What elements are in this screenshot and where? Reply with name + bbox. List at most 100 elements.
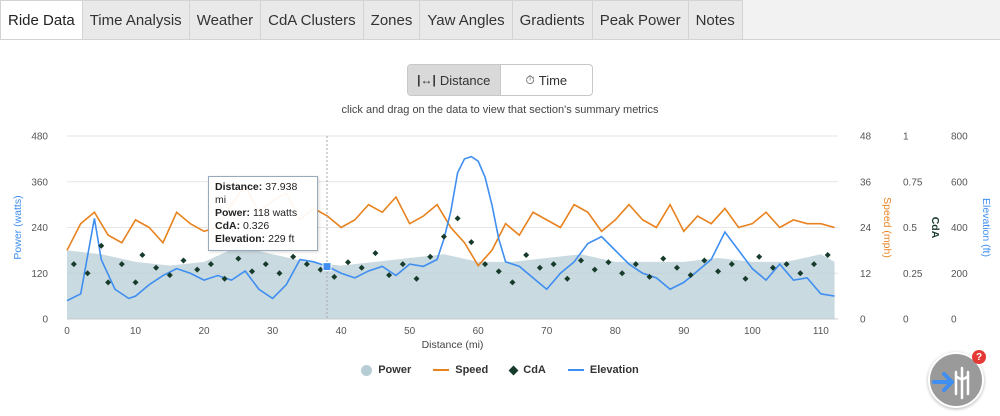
arrows-horizontal-icon: |↔| (417, 73, 436, 87)
speed-tick-label: 48 (860, 132, 872, 143)
elevation-axis-title: Elevation (ft) (980, 198, 992, 257)
cda-point (262, 261, 269, 268)
tooltip-distance-label: Distance: (215, 181, 263, 193)
cda-point (468, 239, 475, 246)
cda-point (358, 264, 365, 271)
cda-point (235, 255, 242, 262)
cda-axis-title: CdA (929, 217, 941, 239)
cda-point (578, 257, 584, 264)
cda-point (84, 270, 91, 277)
stopwatch-icon: ⏱ (525, 72, 535, 87)
cda-point (687, 272, 694, 279)
tab-peak-power[interactable]: Peak Power (592, 0, 689, 40)
cda-point (536, 264, 543, 271)
cda-point (276, 270, 283, 277)
cda-point (673, 264, 680, 271)
legend-cda-label: CdA (523, 364, 546, 376)
cda-point (550, 261, 557, 268)
tab-weather[interactable]: Weather (189, 0, 262, 40)
cda-point (105, 279, 112, 286)
tooltip-power-label: Power: (215, 207, 251, 219)
cda-point (221, 275, 228, 282)
cda-point (591, 266, 598, 273)
tab-zones[interactable]: Zones (363, 0, 421, 40)
cda-point (824, 251, 831, 258)
cda-point (166, 272, 173, 279)
legend-item-speed[interactable]: Speed (433, 364, 488, 376)
distance-toggle-button[interactable]: |↔| Distance (408, 65, 500, 95)
cda-point (605, 259, 612, 266)
cda-point (715, 268, 722, 275)
tooltip-power-value: 118 watts (252, 207, 298, 219)
elevation-tick-label: 200 (951, 269, 968, 280)
cda-point (482, 261, 489, 268)
cda-point (742, 275, 749, 282)
tab-ride-data[interactable]: Ride Data (0, 0, 83, 40)
x-tick-label: 70 (541, 326, 553, 337)
x-axis-title: Distance (mi) (422, 339, 484, 351)
cda-tick-label: 0.5 (903, 223, 917, 234)
time-toggle-button[interactable]: ⏱ Time (499, 65, 593, 95)
x-tick-label: 10 (130, 326, 142, 337)
tab-gradients[interactable]: Gradients (512, 0, 593, 40)
cda-point (386, 272, 393, 279)
chart-hint: click and drag on the data to view that … (341, 104, 659, 116)
power-area (67, 246, 835, 319)
cda-point (427, 253, 434, 260)
cda-point (118, 261, 125, 268)
hover-marker (322, 262, 332, 272)
help-assistant-button[interactable]: ? (928, 350, 986, 408)
speed-tick-label: 24 (860, 223, 872, 234)
cda-point (769, 264, 776, 271)
cda-point (207, 261, 214, 268)
cda-point (495, 268, 502, 275)
cda-point (509, 279, 516, 286)
tab-yaw-angles[interactable]: Yaw Angles (420, 0, 513, 40)
legend-item-elevation[interactable]: Elevation (567, 364, 639, 376)
x-tick-label: 100 (744, 326, 761, 337)
speed-tick-label: 0 (860, 315, 866, 326)
x-tick-label: 40 (336, 326, 348, 337)
cda-point (132, 279, 139, 286)
legend-elevation-label: Elevation (589, 364, 639, 376)
x-tick-label: 110 (813, 326, 829, 337)
x-tick-label: 0 (64, 326, 70, 337)
tab-cda-clusters[interactable]: CdA Clusters (261, 0, 364, 40)
chart-legend: Power Speed CdA Elevation (0, 364, 1000, 376)
cda-point (317, 266, 324, 273)
cda-point (783, 261, 790, 268)
cda-point (413, 275, 420, 282)
power-tick-label: 360 (31, 177, 48, 188)
elevation-tick-label: 400 (951, 223, 968, 234)
help-badge: ? (972, 350, 986, 364)
power-axis-title: Power (watts) (12, 195, 24, 259)
legend-item-cda[interactable]: CdA (508, 364, 546, 376)
speed-line (66, 184, 835, 267)
x-tick-label: 90 (678, 326, 690, 337)
x-tick-label: 80 (610, 326, 622, 337)
power-tick-label: 0 (42, 315, 48, 326)
cda-point (646, 273, 653, 280)
legend-item-power[interactable]: Power (361, 364, 411, 376)
power-tick-label: 120 (31, 269, 48, 280)
tooltip-elevation-label: Elevation: (215, 233, 266, 245)
x-tick-label: 60 (473, 326, 485, 337)
tooltip-cda-value: 0.326 (243, 220, 270, 232)
tooltip-cda-label: CdA: (215, 220, 241, 232)
elevation-swatch (567, 369, 584, 371)
cda-point (344, 259, 351, 266)
cda-point (139, 251, 146, 258)
tab-bar: Ride Data Time Analysis Weather CdA Cluster… (0, 0, 743, 40)
elevation-tick-label: 0 (951, 315, 957, 326)
x-tick-label: 50 (404, 326, 416, 337)
tooltip-elevation-value: 229 ft (268, 233, 295, 245)
cda-point (303, 261, 310, 268)
distance-toggle-label: Distance (439, 72, 491, 88)
tooltip-distance-value: 37.938 mi (215, 181, 298, 206)
cda-point (249, 268, 256, 275)
cda-point (619, 270, 626, 277)
cda-point (331, 273, 338, 280)
elevation-tick-label: 600 (951, 177, 968, 188)
